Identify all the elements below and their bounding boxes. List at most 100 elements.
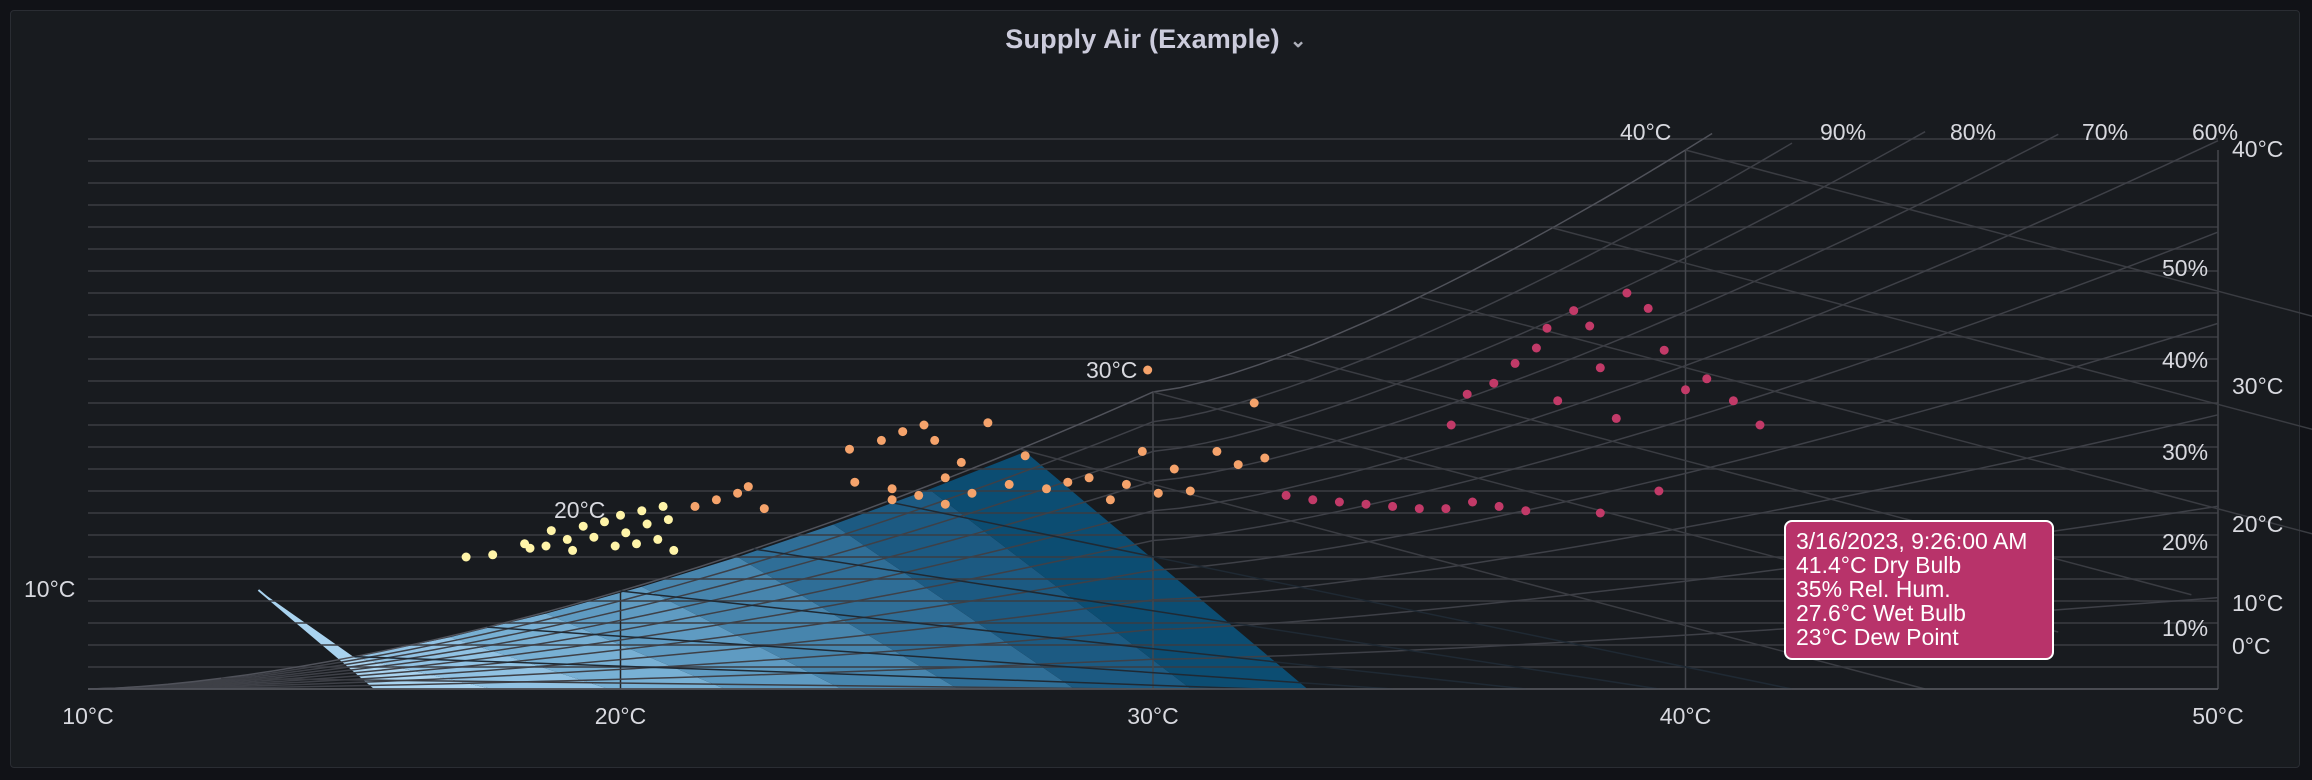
data-point [1042, 484, 1051, 494]
data-point [600, 517, 609, 527]
wetbulb-line [753, 548, 1659, 690]
data-points [461, 288, 1765, 562]
data-point [525, 543, 535, 553]
data-point [1659, 345, 1669, 355]
data-point [1446, 420, 1456, 430]
panel-title-text[interactable]: Supply Air (Example) [1005, 24, 1280, 54]
data-point [711, 495, 721, 505]
data-point [1494, 501, 1504, 511]
comfort-zone-band [929, 451, 1308, 689]
data-point [1728, 396, 1738, 406]
data-point [589, 532, 599, 542]
y-tick-label: 10°C [2232, 590, 2283, 616]
y-tick-label: 40°C [2232, 136, 2283, 162]
data-point [488, 550, 498, 560]
chevron-down-icon[interactable]: ⌄ [1289, 30, 1307, 53]
rh-curve [87, 131, 1926, 690]
data-point [1334, 497, 1344, 507]
data-point [669, 545, 679, 555]
data-point [562, 534, 572, 544]
data-point [1611, 413, 1621, 423]
data-point [1004, 479, 1014, 489]
data-point [1143, 365, 1153, 375]
tooltip-box [1784, 520, 2054, 660]
data-point [743, 482, 753, 492]
data-point [1185, 486, 1195, 496]
rh-label: 10% [2162, 615, 2208, 641]
rh-curve [87, 231, 2219, 690]
rh-curve [87, 414, 2219, 690]
data-point [1084, 473, 1094, 483]
data-point [546, 526, 556, 536]
comfort-zone-band [354, 637, 609, 689]
wetbulb-line [1019, 448, 1926, 690]
data-point [1681, 385, 1690, 395]
data-point [887, 484, 897, 494]
data-point [930, 435, 940, 445]
data-point [616, 510, 625, 520]
rh-label: 20% [2162, 529, 2208, 555]
rh-label: 70% [2082, 119, 2128, 145]
data-point [1361, 499, 1371, 509]
x-tick-label: 10°C [62, 703, 113, 729]
data-point [632, 539, 641, 549]
panel-title[interactable]: Supply Air (Example) ⌄ [0, 24, 2312, 55]
data-point [1137, 446, 1147, 456]
wetbulb-line [886, 500, 1793, 690]
data-point [1468, 497, 1477, 507]
wetbulb-line [620, 590, 1526, 690]
data-point [1249, 398, 1259, 408]
data-point [1020, 451, 1030, 461]
data-point [1553, 396, 1563, 406]
data-point [1462, 389, 1472, 399]
data-point [637, 506, 647, 516]
data-point [658, 501, 668, 511]
data-point [663, 515, 673, 525]
data-point [940, 473, 950, 483]
data-point [1212, 446, 1222, 456]
rh-label: 80% [1950, 119, 1996, 145]
rh-curve [87, 322, 2219, 690]
data-point [845, 444, 854, 454]
comfort-zone-band [737, 524, 1075, 689]
y-tick-label: 20°C [2232, 511, 2283, 537]
tooltip-line: 23°C Dew Point [1796, 624, 1959, 650]
tooltip-line: 27.6°C Wet Bulb [1796, 600, 1966, 626]
data-point [1643, 303, 1653, 313]
x-tick-label: 40°C [1660, 703, 1711, 729]
rh-label: 40% [2162, 347, 2208, 373]
data-point [1260, 453, 1270, 463]
data-point [983, 418, 993, 428]
data-point [1569, 306, 1579, 316]
data-point [1169, 464, 1179, 474]
wetbulb-label: 40°C [1620, 119, 1671, 145]
rh-label: 30% [2162, 439, 2208, 465]
data-point [1121, 479, 1131, 489]
x-tick-label: 20°C [595, 703, 646, 729]
y-tick-label: 30°C [2232, 373, 2283, 399]
rh-label: 90% [1820, 119, 1866, 145]
tooltip-line: 35% Rel. Hum. [1796, 576, 1951, 602]
data-point [1308, 495, 1318, 505]
data-point [690, 501, 700, 511]
wetbulb-label: 20°C [554, 497, 605, 523]
rh-label: 60% [2192, 119, 2238, 145]
comfort-zone-band [258, 590, 493, 689]
data-point [940, 499, 950, 509]
wetbulb-line [221, 677, 1127, 690]
data-point [1595, 508, 1605, 518]
data-point [1531, 343, 1541, 353]
wetbulb-line [487, 626, 1393, 690]
data-point [1388, 501, 1398, 511]
tooltip: 3/16/2023, 9:26:00 AM 41.4°C Dry Bulb 35… [1784, 520, 2054, 660]
data-point [1585, 321, 1595, 331]
data-point [1595, 363, 1605, 373]
data-point [850, 477, 860, 487]
data-point [1654, 486, 1664, 496]
wetbulb-label: 10°C [24, 576, 75, 602]
data-point [919, 420, 929, 430]
data-point [1441, 504, 1451, 514]
data-point [887, 495, 897, 505]
x-tick-label: 50°C [2192, 703, 2243, 729]
data-point [642, 519, 652, 529]
